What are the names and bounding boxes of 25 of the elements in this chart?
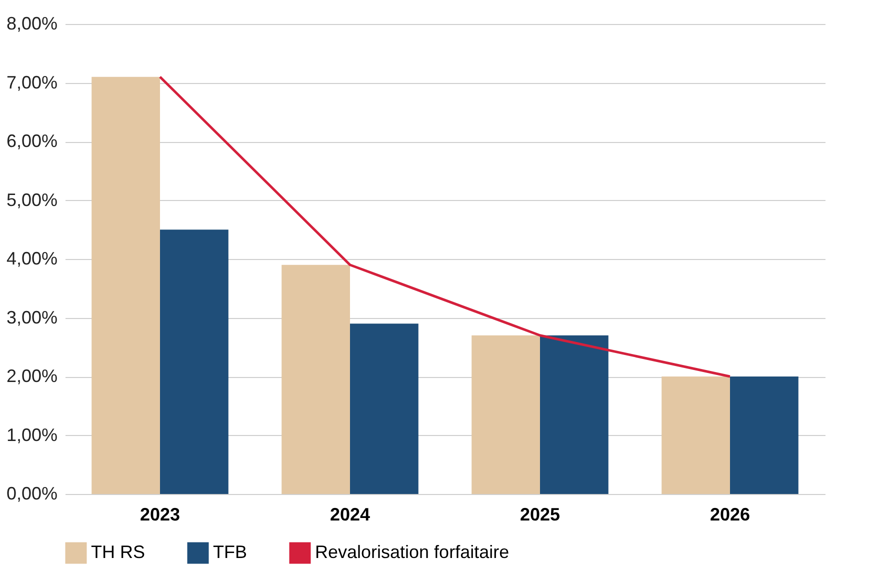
line-series bbox=[158, 76, 732, 378]
bar bbox=[282, 264, 350, 494]
bar bbox=[472, 335, 540, 494]
bar bbox=[92, 76, 160, 494]
x-tick-label: 2023 bbox=[140, 504, 180, 524]
bar bbox=[730, 376, 798, 494]
legend-label: Revalorisation forfaitaire bbox=[315, 542, 510, 562]
y-tick-label: 1,00% bbox=[6, 424, 58, 445]
y-tick-label: 3,00% bbox=[6, 307, 58, 328]
bar bbox=[350, 324, 418, 494]
y-tick-label: 6,00% bbox=[6, 131, 58, 151]
legend-label: TFB bbox=[213, 542, 247, 562]
y-tick-label: 2,00% bbox=[6, 366, 58, 386]
y-tick-label: 0,00% bbox=[6, 484, 58, 504]
y-tick-label: 7,00% bbox=[6, 72, 58, 92]
bar bbox=[160, 230, 228, 494]
y-tick-label: 4,00% bbox=[6, 248, 58, 268]
y-tick-label: 5,00% bbox=[6, 190, 58, 210]
legend-label: TH RS bbox=[91, 542, 145, 562]
bar bbox=[662, 376, 730, 494]
y-tick-label: 8,00% bbox=[6, 14, 58, 34]
x-tick-label: 2024 bbox=[330, 504, 370, 524]
x-tick-label: 2025 bbox=[520, 504, 560, 524]
bar bbox=[540, 335, 608, 494]
x-tick-label: 2026 bbox=[710, 504, 750, 524]
